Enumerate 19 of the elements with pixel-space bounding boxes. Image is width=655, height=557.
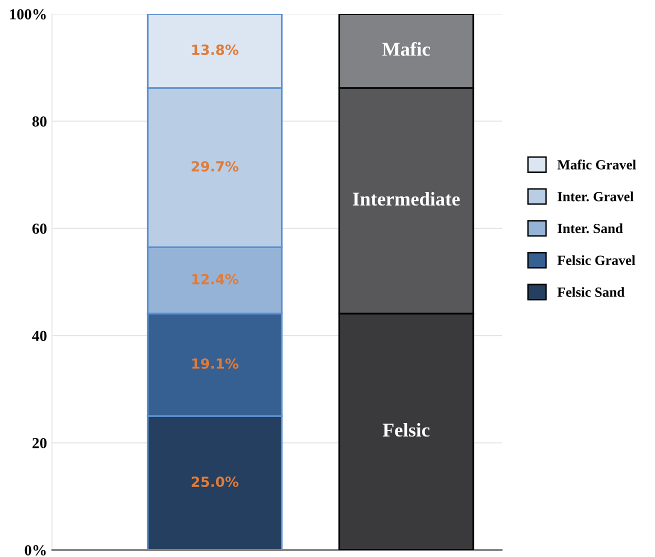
series-label: Intermediate — [352, 192, 460, 206]
data-label: 25.0% — [192, 476, 238, 488]
y-tick-label: 80 — [32, 116, 47, 127]
legend-label: Felsic Gravel — [557, 255, 636, 266]
y-tick-label: 0% — [24, 545, 46, 556]
legend-label: Inter. Gravel — [558, 192, 634, 202]
data-label: 19.1% — [192, 358, 238, 369]
legend-label: Inter. Sand — [558, 223, 623, 234]
data-label: 13.8% — [192, 44, 238, 56]
y-tick-label: 20 — [32, 438, 47, 448]
y-tick-label: 40 — [32, 330, 47, 342]
series-label: Mafic — [382, 42, 430, 56]
data-label: 12.4% — [192, 274, 238, 284]
y-tick-label: 100% — [10, 9, 46, 20]
data-label: 29.7% — [192, 161, 238, 172]
series-label: Felsic — [382, 422, 430, 437]
legend-label: Mafic Gravel — [557, 160, 636, 170]
y-tick-label: 60 — [32, 224, 47, 234]
legend-label: Felsic Sand — [557, 287, 625, 297]
